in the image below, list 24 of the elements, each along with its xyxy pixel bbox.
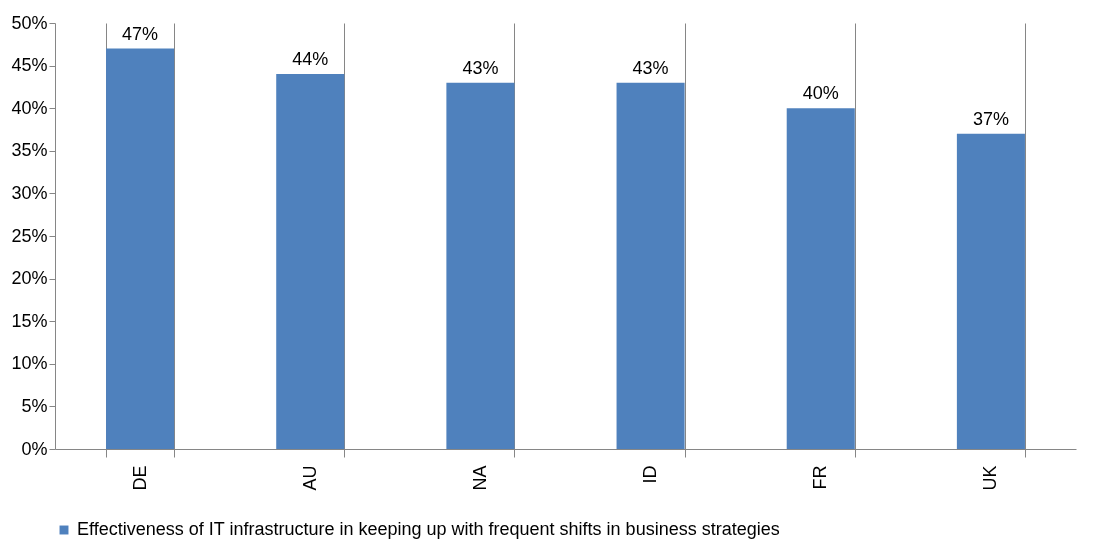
- data-label: 43%: [462, 57, 499, 78]
- y-tick-label: 0%: [21, 438, 48, 459]
- x-tick-label: ID: [640, 465, 661, 484]
- y-tick-label: 35%: [11, 140, 48, 161]
- y-tick-label: 40%: [11, 97, 48, 118]
- y-tick-label: 15%: [11, 310, 48, 331]
- x-tick-label: DE: [129, 465, 150, 491]
- y-tick-label: 50%: [11, 12, 48, 33]
- x-tick-label: AU: [299, 465, 320, 491]
- y-tick-label: 30%: [11, 182, 48, 203]
- data-label: 43%: [632, 57, 669, 78]
- x-tick-label: FR: [810, 465, 831, 490]
- data-label: 47%: [122, 23, 159, 44]
- y-tick-label: 45%: [11, 55, 48, 76]
- y-tick-label: 5%: [21, 395, 48, 416]
- y-tick-label: 10%: [11, 353, 48, 374]
- x-tick-label: NA: [469, 465, 490, 491]
- y-tick-label: 20%: [11, 268, 48, 289]
- data-label: 40%: [802, 83, 839, 104]
- data-label: 37%: [972, 108, 1009, 129]
- x-tick-label: UK: [980, 465, 1001, 491]
- data-label: 44%: [292, 49, 329, 70]
- y-tick-label: 25%: [11, 225, 48, 246]
- legend-label: Effectiveness of IT infrastructure in keeping up with frequent shifts in business strategies: [77, 519, 780, 539]
